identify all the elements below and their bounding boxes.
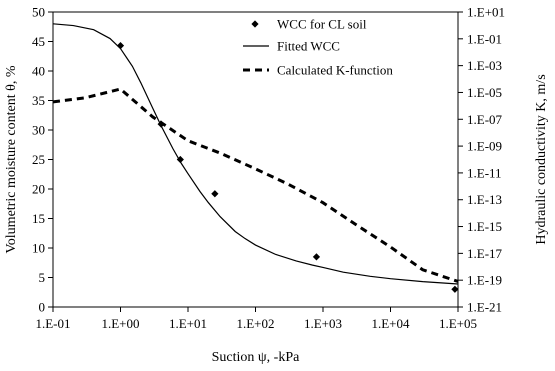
- y-left-tick-label: 15: [32, 211, 45, 226]
- y-right-tick-label: 1.E+01: [467, 5, 505, 20]
- y-left-tick-label: 25: [32, 152, 45, 167]
- legend-label: Calculated K-function: [277, 63, 393, 78]
- x-tick-label: 1.E+02: [236, 316, 274, 331]
- x-axis-title: Suction ψ, -kPa: [212, 350, 300, 365]
- y-right-tick-label: 1.E-09: [467, 139, 502, 154]
- y-right-tick-label: 1.E-11: [467, 165, 502, 180]
- x-tick-label: 1.E+05: [439, 316, 477, 331]
- legend-label: Fitted WCC: [277, 39, 340, 54]
- y-left-tick-label: 5: [39, 270, 46, 285]
- legend-label: WCC for CL soil: [277, 17, 367, 32]
- y-left-tick-label: 30: [32, 123, 45, 138]
- y-left-tick-label: 50: [32, 5, 45, 20]
- y-left-tick-label: 35: [32, 93, 45, 108]
- legend-marker-diamond: [251, 20, 259, 28]
- y-right-tick-label: 1.E-17: [467, 246, 503, 261]
- y-left-tick-label: 20: [32, 182, 45, 197]
- y-left-tick-label: 45: [32, 34, 45, 49]
- wcc-data-point: [312, 253, 321, 261]
- y-left-tick-label: 40: [32, 64, 45, 79]
- y-axis-left: 0 5 10 15 20 25 30 35 40 45 50: [32, 5, 53, 315]
- y-right-tick-label: 1.E-13: [467, 192, 502, 207]
- y-right-tick-label: 1.E-21: [467, 300, 502, 315]
- y-axis-right-title: Hydraulic conductivity K, m/s: [534, 74, 549, 244]
- y-right-tick-label: 1.E-19: [467, 273, 502, 288]
- series-layer: [52, 23, 459, 293]
- x-tick-label: 1.E+04: [371, 316, 410, 331]
- x-axis: 1.E-01 1.E+00 1.E+01 1.E+02 1.E+03 1.E+04 1.E+…: [35, 307, 477, 331]
- x-tick-label: 1.E+01: [169, 316, 207, 331]
- x-tick-label: 1.E-01: [35, 316, 70, 331]
- y-axis-right: 1.E+01 1.E-01 1.E-03 1.E-05 1.E-07 1.E-09 1.E-…: [458, 5, 505, 315]
- wcc-data-point: [451, 285, 459, 293]
- y-axis-left-title: Volumetric moisture content θ, %: [4, 65, 19, 253]
- legend: WCC for CL soil Fitted WCC Calculated K-fu…: [243, 17, 393, 78]
- y-right-tick-label: 1.E-01: [467, 31, 502, 46]
- y-right-tick-label: 1.E-03: [467, 58, 502, 73]
- y-right-tick-label: 1.E-07: [467, 112, 503, 127]
- y-left-tick-label: 0: [39, 300, 46, 315]
- x-tick-label: 1.E+00: [101, 316, 139, 331]
- y-right-tick-label: 1.E-15: [467, 219, 502, 234]
- y-right-tick-label: 1.E-05: [467, 85, 502, 100]
- wcc-data-point: [116, 42, 125, 50]
- fitted-wcc-line: [52, 23, 459, 285]
- x-tick-label: 1.E+03: [304, 316, 342, 331]
- wcc-data-point: [211, 190, 219, 198]
- y-left-tick-label: 10: [32, 241, 45, 256]
